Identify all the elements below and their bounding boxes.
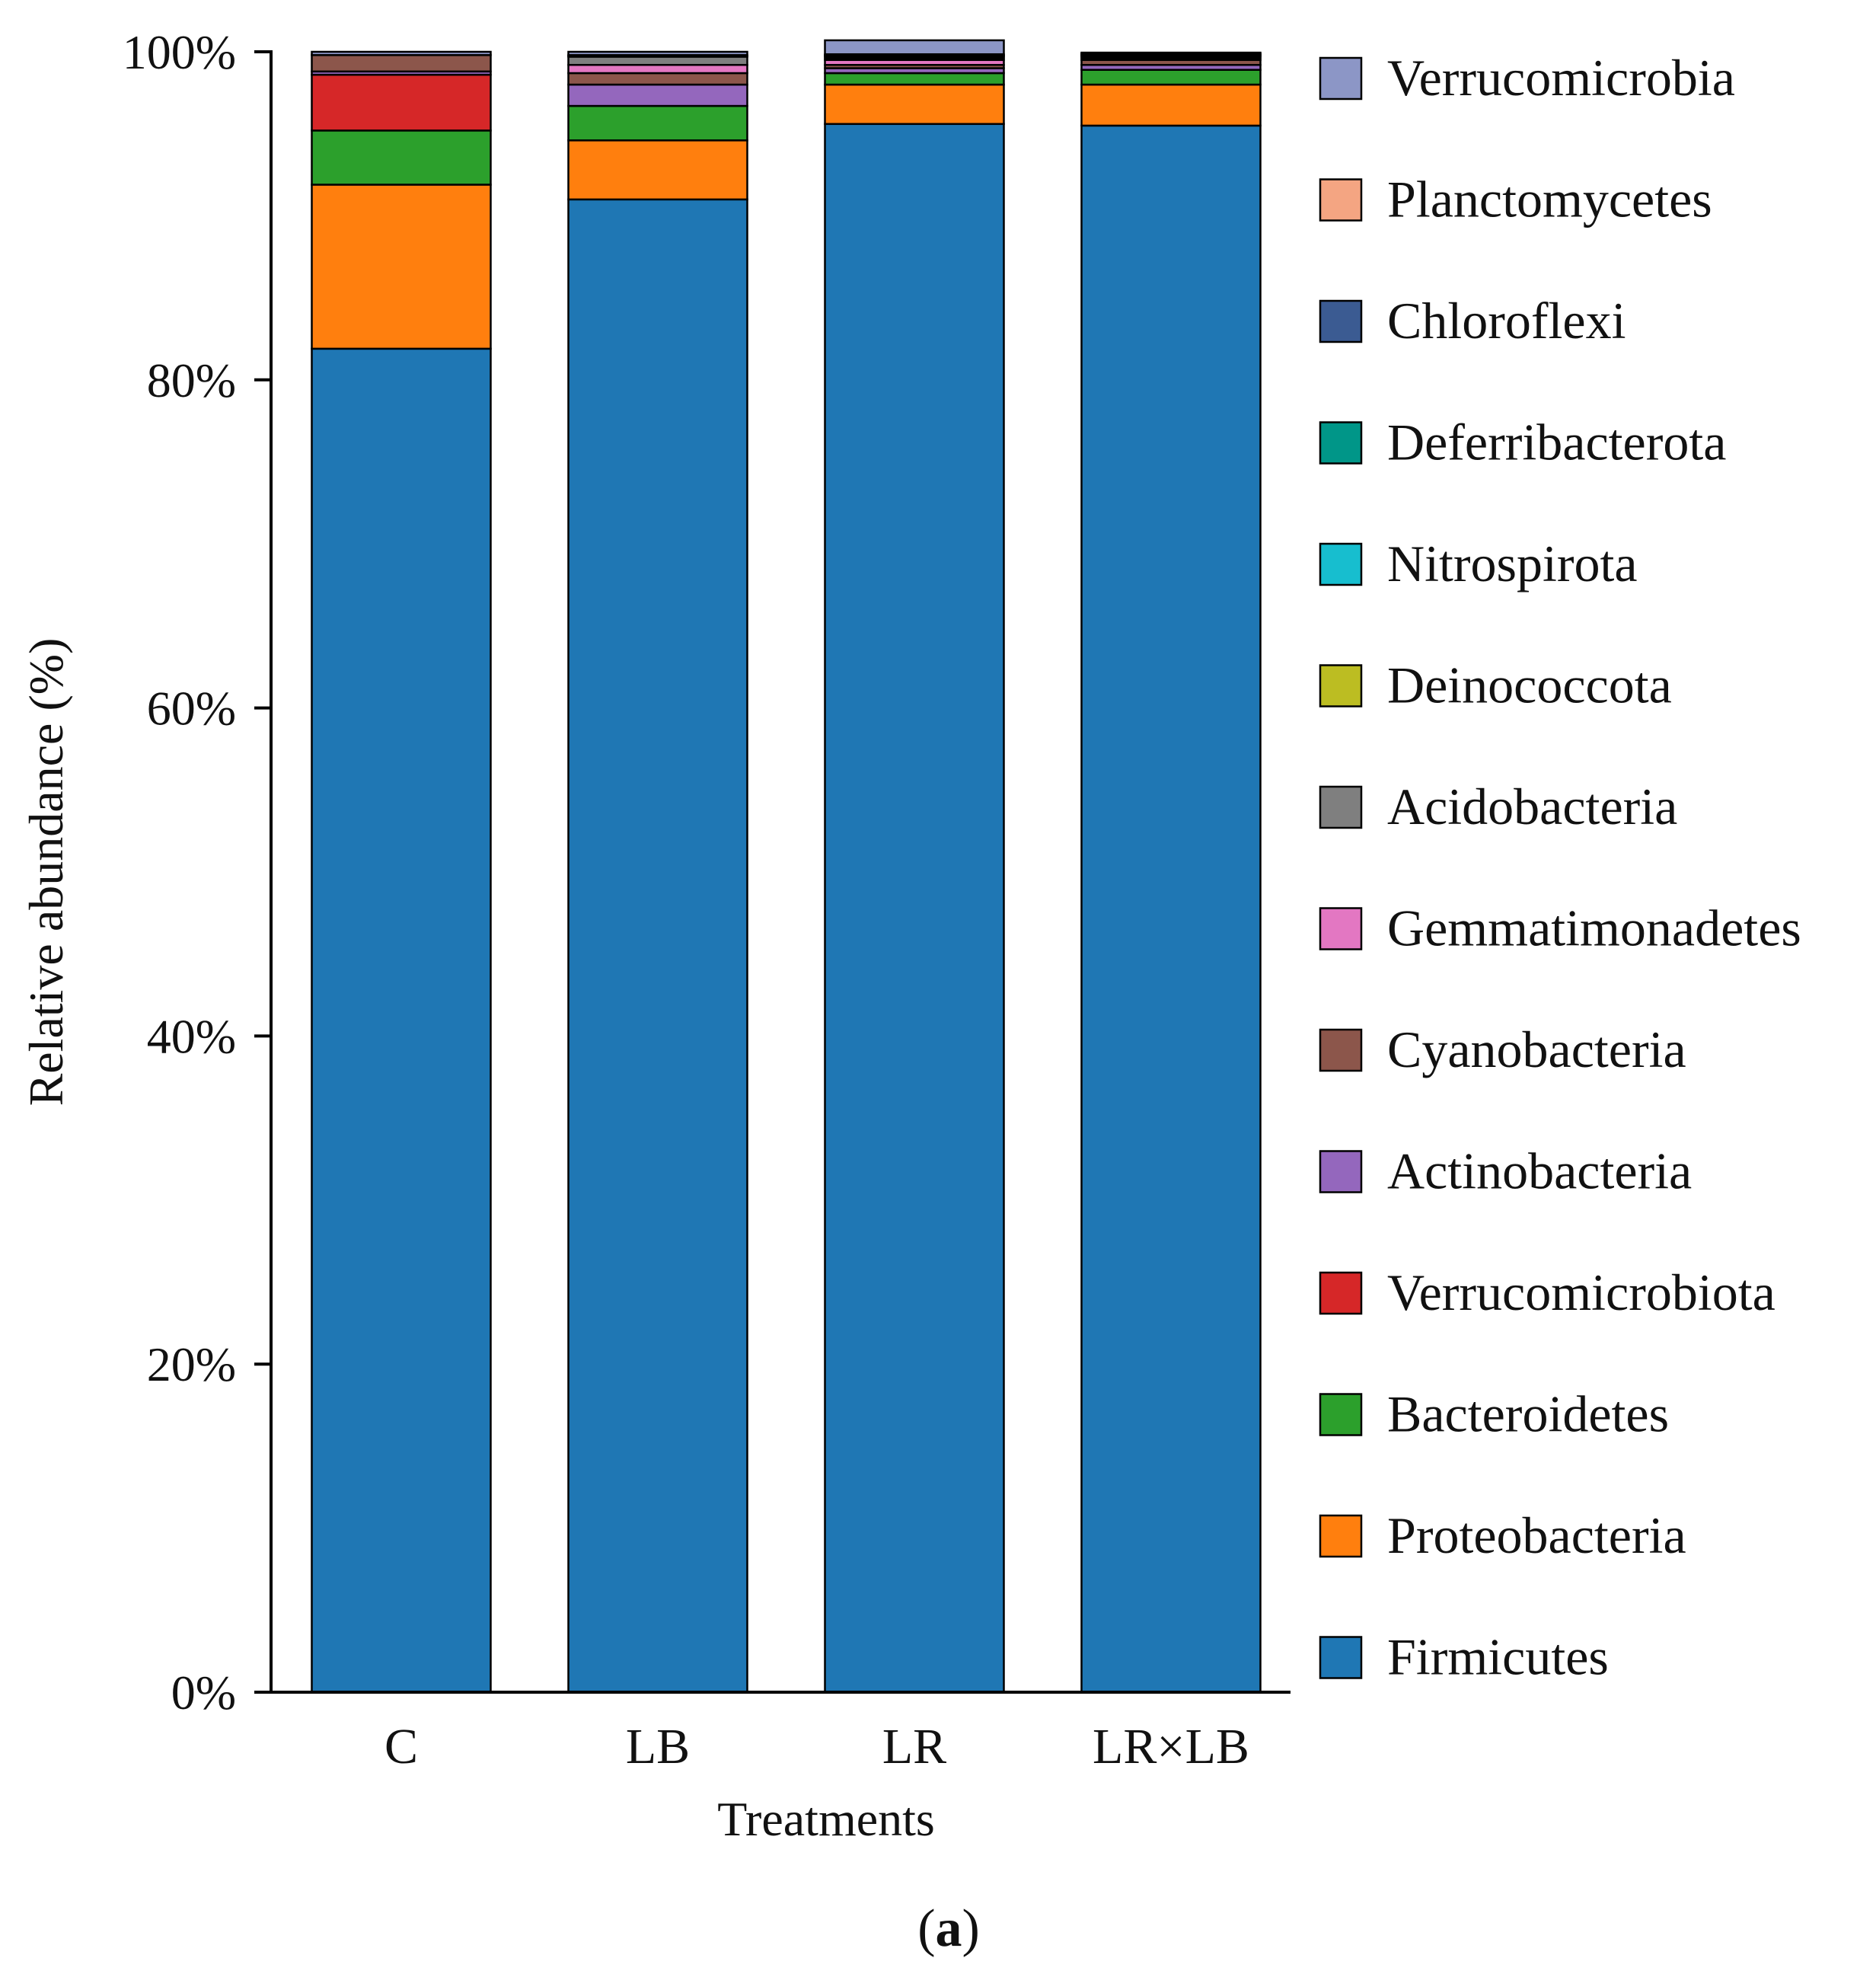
bar-segment — [567, 50, 748, 56]
bar-segment — [311, 129, 492, 186]
panel-label-close: ) — [962, 1899, 980, 1958]
legend-item: Bacteroidetes — [1319, 1385, 1669, 1443]
legend-item: Cyanobacteria — [1319, 1020, 1686, 1078]
legend-label: Chloroflexi — [1387, 292, 1626, 350]
y-tick-label: 20% — [147, 1337, 236, 1391]
legend-item: Gemmatimonadetes — [1319, 899, 1801, 957]
legend-item: Verrucomicrobia — [1319, 49, 1735, 107]
bar-segment — [824, 83, 1005, 126]
bar-segment — [1080, 83, 1262, 127]
legend-label: Deinococcota — [1387, 656, 1672, 714]
legend-label: Nitrospirota — [1387, 535, 1638, 592]
legend-swatch — [1319, 1028, 1363, 1072]
panel-label: (a) — [917, 1899, 980, 1958]
bar-segment — [824, 39, 1005, 56]
bar-segment — [311, 54, 492, 73]
y-axis-title: Relative abundance (%) — [19, 638, 73, 1107]
legend-swatch — [1319, 785, 1363, 829]
bar-segment — [311, 73, 492, 132]
legend-label: Planctomycetes — [1387, 171, 1712, 228]
panel-label-open: ( — [917, 1899, 935, 1958]
bar-segment — [1080, 124, 1262, 1694]
panel-label-letter: a — [936, 1899, 962, 1958]
x-tick-labels: C LB LR LR×LB — [384, 1719, 1249, 1774]
legend-swatch — [1319, 299, 1363, 343]
legend-item: Acidobacteria — [1319, 778, 1677, 835]
legend-label: Cyanobacteria — [1387, 1020, 1686, 1078]
y-ticks: 0% 20% 40% 60% 80% 100% — [123, 25, 271, 1720]
bar-segment — [567, 72, 748, 86]
bar-segment — [1080, 69, 1262, 86]
legend-item: Chloroflexi — [1319, 292, 1626, 350]
bar-segment — [311, 50, 492, 56]
legend-swatch — [1319, 664, 1363, 707]
legend-label: Deferribacterota — [1387, 414, 1726, 471]
legend-swatch — [1319, 421, 1363, 465]
y-tick-label: 100% — [123, 25, 236, 79]
bar-segment — [311, 184, 492, 350]
legend-swatch — [1319, 56, 1363, 101]
legend-item: Verrucomicrobiota — [1319, 1263, 1776, 1321]
y-tick-label: 60% — [147, 682, 236, 736]
x-tick-label: LB — [626, 1719, 690, 1774]
legend-item: Firmicutes — [1319, 1628, 1609, 1686]
legend-item: Deinococcota — [1319, 656, 1672, 714]
legend-swatch — [1319, 1150, 1363, 1193]
legend-item: Planctomycetes — [1319, 171, 1712, 228]
legend-item: Deferribacterota — [1319, 414, 1726, 471]
axes-layer — [270, 50, 1291, 1694]
legend-label: Verrucomicrobiota — [1387, 1263, 1776, 1321]
legend-swatch — [1319, 1393, 1363, 1436]
bar-segment — [567, 63, 748, 75]
bar-segment — [824, 72, 1005, 86]
legend-label: Firmicutes — [1387, 1628, 1609, 1686]
legend-swatch — [1319, 178, 1363, 222]
x-tick-label: LR×LB — [1093, 1719, 1249, 1774]
x-tick-label: C — [384, 1719, 418, 1774]
legend-swatch — [1319, 1636, 1363, 1679]
legend-label: Bacteroidetes — [1387, 1385, 1669, 1443]
legend-swatch — [1319, 542, 1363, 586]
legend-label: Actinobacteria — [1387, 1142, 1692, 1200]
bar-segment — [567, 104, 748, 142]
legend-item: Proteobacteria — [1319, 1506, 1686, 1564]
bar-segment — [567, 139, 748, 201]
legend-label: Acidobacteria — [1387, 778, 1677, 835]
legend-item: Actinobacteria — [1319, 1142, 1692, 1200]
bars-layer — [311, 39, 1262, 1694]
y-tick-label: 80% — [147, 353, 236, 407]
bar-segment — [824, 123, 1005, 1694]
bar-segment — [311, 347, 492, 1694]
legend: Verrucomicrobia Planctomycetes Chloroflexi… — [1319, 49, 1801, 1686]
legend-swatch — [1319, 1514, 1363, 1558]
x-axis-title: Treatments — [717, 1792, 935, 1846]
legend-label: Gemmatimonadetes — [1387, 899, 1801, 957]
legend-label: Verrucomicrobia — [1387, 49, 1735, 107]
y-tick-label: 40% — [147, 1009, 236, 1063]
bar-segment — [567, 56, 748, 66]
legend-swatch — [1319, 1271, 1363, 1315]
bar-segment — [567, 83, 748, 107]
bar-segment — [567, 198, 748, 1694]
y-tick-label: 0% — [171, 1666, 236, 1720]
legend-label: Proteobacteria — [1387, 1506, 1686, 1564]
x-tick-label: LR — [882, 1719, 946, 1774]
legend-swatch — [1319, 907, 1363, 950]
legend-item: Nitrospirota — [1319, 535, 1638, 592]
